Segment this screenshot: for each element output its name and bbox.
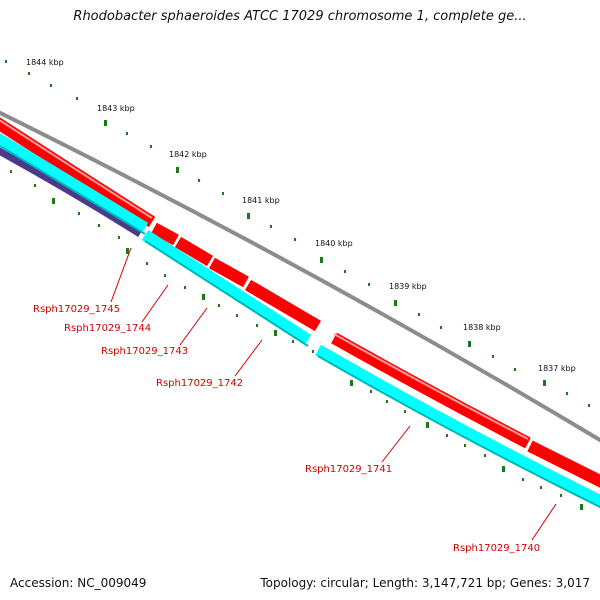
gene-label[interactable]: Rsph17029_1743 [101,346,188,357]
kbp-label: 1838 kbp [463,323,501,332]
gene-label[interactable]: Rsph17029_1740 [453,543,540,554]
kbp-label: 1841 kbp [242,196,280,205]
genome-summary-text: Topology: circular; Length: 3,147,721 bp… [260,576,590,590]
map-title: Rhodobacter sphaeroides ATCC 17029 chrom… [73,9,527,24]
kbp-label: 1839 kbp [389,282,427,291]
forward-cds-track[interactable] [0,117,600,488]
gene-label[interactable]: Rsph17029_1742 [156,378,243,389]
kbp-label: 1837 kbp [538,364,576,373]
inner-tick-row [10,170,583,510]
gene-label[interactable]: Rsph17029_1741 [305,464,392,475]
gene-leader-lines [110,247,557,541]
forward-cds-highlight [0,119,529,440]
accession-text: Accession: NC_009049 [10,576,147,590]
dark-track-segment [0,147,142,237]
kbp-label: 1843 kbp [97,104,135,113]
kbp-label: 1844 kbp [26,58,64,67]
gene-label[interactable]: Rsph17029_1744 [64,323,151,334]
kbp-label: 1842 kbp [169,150,207,159]
reverse-cds-shade [0,144,600,509]
backbone-ring [0,110,600,443]
gene-label[interactable]: Rsph17029_1745 [33,304,120,315]
reverse-cds-track[interactable] [0,133,600,508]
outer-tick-row [5,60,590,407]
kbp-label: 1840 kbp [315,239,353,248]
